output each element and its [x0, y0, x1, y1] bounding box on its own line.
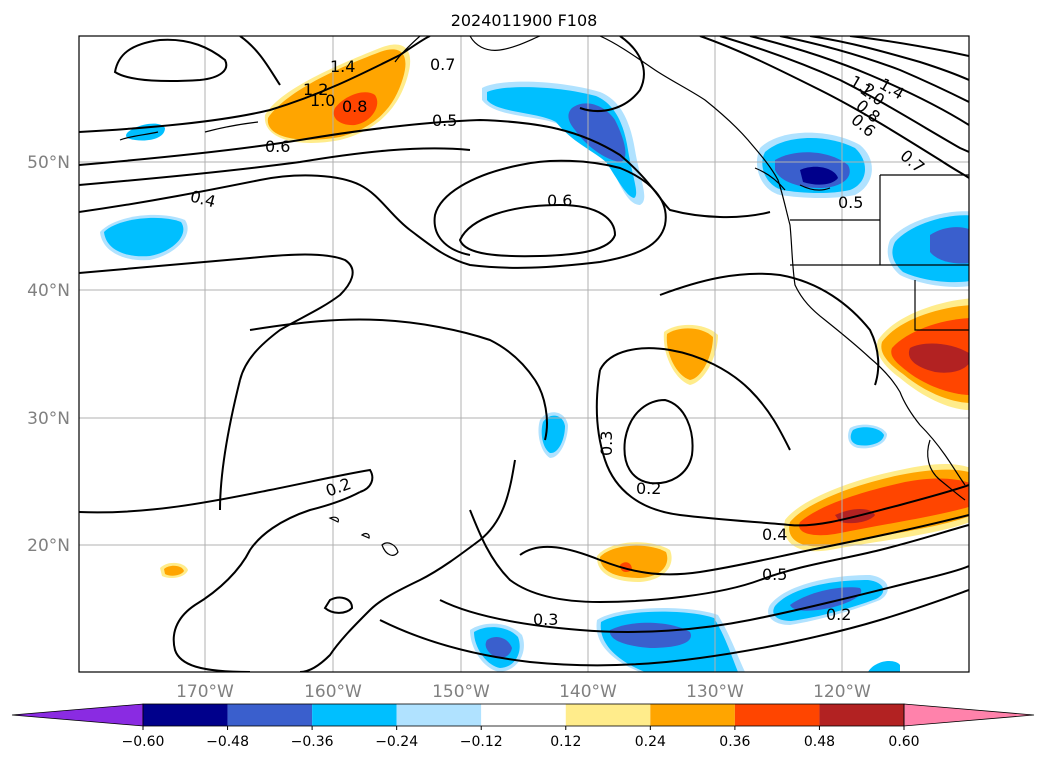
colorbar-swatch — [565, 704, 651, 726]
contour-label: 0.6 — [265, 137, 290, 156]
shaded-anomalies — [100, 44, 969, 672]
colorbar-swatch — [650, 704, 735, 726]
contour-label: 0.5 — [838, 193, 863, 212]
lon-tick-label: 150°W — [432, 682, 490, 702]
colorbar-swatch — [143, 704, 228, 726]
colorbar-swatch — [312, 704, 397, 726]
colorbar-tick-label: −0.36 — [291, 734, 334, 750]
map-panel: 1.4 1.2 1.0 0.8 0.7 0.6 0.5 0.4 0.6 0.5 … — [79, 36, 969, 672]
colorbar: −0.60 −0.48 −0.36 −0.24 −0.12 0.12 0.24 0.36 0.4… — [11, 703, 1035, 750]
colorbar-tick-label: −0.24 — [375, 734, 418, 750]
lat-tick-label: 50°N — [27, 153, 70, 173]
figure-title: 2024011900 F108 — [451, 11, 598, 30]
gridlines — [79, 36, 969, 672]
lon-tick-label: 160°W — [304, 682, 362, 702]
colorbar-tick-label: 0.36 — [719, 734, 750, 750]
contour-label: 0.3 — [533, 610, 558, 629]
contour-label: 1.4 — [330, 57, 355, 76]
colorbar-swatch — [481, 704, 566, 726]
colorbar-outline — [142, 703, 905, 727]
colorbar-tick-label: 0.12 — [550, 734, 581, 750]
contour-label: 0.4 — [762, 525, 787, 544]
contour-label: 0.6 — [547, 191, 572, 210]
coastlines — [119, 36, 969, 556]
contour-label: 1.0 — [310, 91, 335, 110]
contour-label: 0.5 — [762, 565, 787, 584]
lat-tick-label: 30°N — [27, 409, 70, 429]
lat-tick-label: 40°N — [27, 281, 70, 301]
contour-label: 0.8 — [342, 97, 367, 116]
colorbar-tick-label: −0.60 — [122, 734, 165, 750]
contour-label: 0.3 — [597, 431, 616, 456]
contour-label: 0.7 — [430, 55, 455, 74]
contour-label: 0.2 — [826, 605, 851, 624]
colorbar-swatch — [396, 704, 482, 726]
lon-axis: 170°W 160°W 150°W 140°W 130°W 120°W — [176, 682, 871, 702]
lon-tick-label: 120°W — [813, 682, 871, 702]
colorbar-tick-label: −0.12 — [460, 734, 503, 750]
lon-tick-label: 170°W — [176, 682, 234, 702]
contours — [79, 36, 969, 672]
contour-label: 0.5 — [432, 111, 457, 130]
contour-label: 0.2 — [636, 479, 661, 498]
colorbar-tick-label: 0.60 — [888, 734, 919, 750]
colorbar-tick-label: 0.24 — [635, 734, 666, 750]
lon-tick-label: 130°W — [686, 682, 744, 702]
map-frame — [78, 35, 970, 673]
lon-tick-label: 140°W — [559, 682, 617, 702]
colorbar-tick-label: 0.48 — [804, 734, 835, 750]
colorbar-swatch — [819, 704, 904, 726]
colorbar-swatch — [734, 704, 820, 726]
contour-label: 1.2 — [303, 80, 328, 99]
colorbar-swatch — [227, 704, 313, 726]
colorbar-extend-high — [903, 703, 1035, 727]
colorbar-extend-low — [11, 703, 144, 727]
colorbar-tick-label: −0.48 — [206, 734, 249, 750]
lat-tick-label: 20°N — [27, 536, 70, 556]
lat-axis: 50°N 40°N 30°N 20°N — [27, 153, 70, 556]
